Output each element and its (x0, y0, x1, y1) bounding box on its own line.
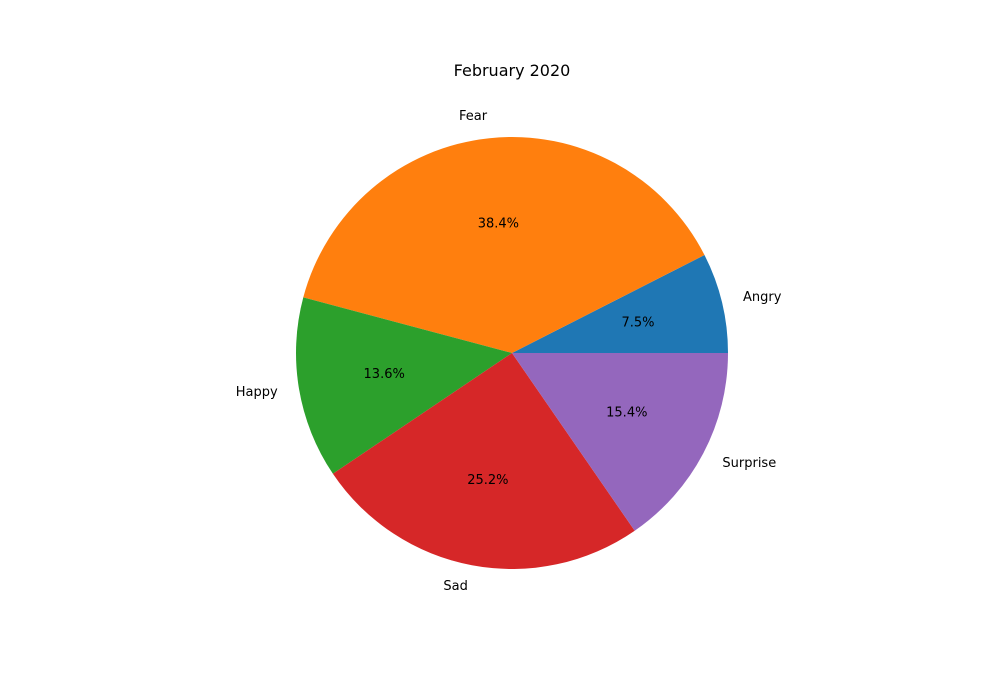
slice-percent-angry: 7.5% (621, 315, 654, 330)
pie-slices (296, 137, 728, 569)
pie-slice-fear (303, 137, 705, 353)
pie-slice-angry (512, 255, 728, 353)
pie-slice-happy (296, 297, 512, 474)
slice-label-angry: Angry (743, 290, 782, 305)
pie-slice-sad (332, 353, 635, 569)
slice-percent-happy: 13.6% (364, 367, 405, 382)
slice-percent-surprise: 15.4% (606, 406, 647, 421)
slice-percent-fear: 38.4% (478, 217, 519, 232)
slice-label-sad: Sad (443, 579, 467, 594)
chart-title: February 2020 (454, 61, 571, 80)
pie-slice-surprise (512, 353, 728, 531)
slice-label-fear: Fear (459, 109, 488, 124)
slice-label-surprise: Surprise (722, 456, 776, 471)
pie-labels: Angry 7.5% Fear 38.4% Happy 13.6% Sad 25.2% Surp… (236, 109, 782, 594)
slice-label-happy: Happy (236, 385, 278, 400)
slice-percent-sad: 25.2% (467, 473, 508, 488)
